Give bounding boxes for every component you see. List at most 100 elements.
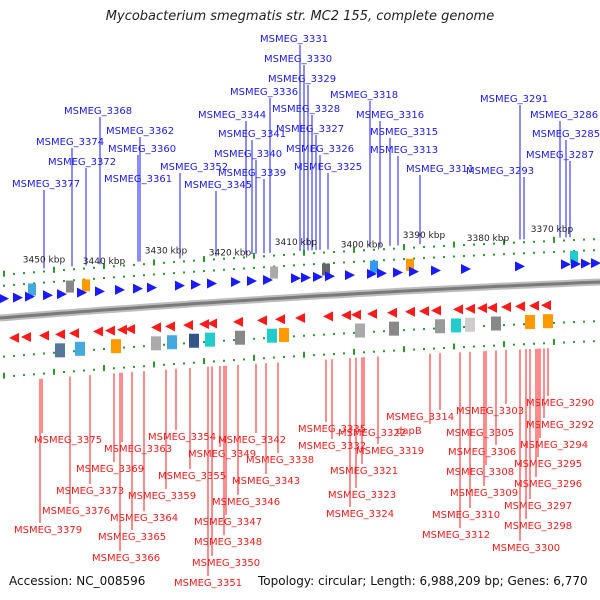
tick-mark: [33, 271, 35, 274]
tick-mark: [243, 267, 245, 270]
tick-mark: [33, 353, 35, 356]
reverse-gene-arrow: [419, 306, 429, 317]
tick-mark: [543, 240, 545, 243]
scale-label: 3390 kbp: [403, 231, 446, 241]
bottom-gene-label: MSMEG_3314: [386, 412, 454, 423]
bottom-gene-label: MSMEG_3343: [232, 476, 300, 487]
feature-box: [167, 335, 177, 350]
tick-mark: [523, 343, 525, 346]
tick-mark: [263, 357, 265, 360]
reverse-gene-arrow: [295, 313, 305, 323]
reverse-gene-arrow: [55, 329, 65, 340]
tick-mark: [333, 352, 335, 355]
tick-mark: [333, 250, 335, 253]
footer: Accession: NC_008596 Topology: circular;…: [0, 574, 600, 594]
tick-mark: [563, 341, 565, 344]
feature-box: [235, 330, 245, 345]
reverse-gene-arrow: [487, 302, 497, 313]
tick-mark: [313, 354, 315, 357]
reverse-gene-arrow: [257, 315, 267, 326]
tick-mark: [543, 342, 545, 345]
top-gene-label: MSMEG_3315: [370, 127, 438, 138]
tick-mark: [443, 245, 445, 248]
feature-box: [435, 319, 445, 334]
forward-gene-arrow: [43, 290, 53, 301]
tick-mark: [523, 323, 525, 326]
forward-gene-arrow: [461, 263, 471, 274]
forward-gene-arrow: [409, 266, 419, 277]
tick-mark: [203, 270, 205, 273]
tick-mark: [123, 366, 125, 369]
tick-mark: [383, 350, 385, 353]
tick-mark: [463, 326, 465, 329]
tick-mark: [243, 358, 245, 361]
tick-mark: [93, 277, 95, 280]
top-gene-label: MSMEG_3285: [532, 129, 600, 140]
tick-mark: [503, 324, 505, 327]
top-gene-label: MSMEG_3318: [330, 90, 398, 101]
tick-mark: [223, 359, 225, 362]
tick-mark: [13, 374, 15, 377]
tick-mark: [423, 246, 425, 249]
accession-text: Accession: NC_008596: [9, 574, 146, 588]
forward-gene-arrow: [263, 274, 273, 285]
tick-mark: [223, 268, 225, 271]
top-gene-label: MSMEG_3368: [64, 106, 132, 117]
tick-mark: [293, 335, 295, 338]
top-gene-label: MSMEG_3286: [530, 110, 598, 121]
tick-mark: [193, 361, 195, 364]
tick-mark: [373, 350, 375, 353]
top-gene-label: MSMEG_3326: [286, 144, 354, 155]
tick-mark: [493, 242, 495, 245]
bottom-gene-label: MSMEG_3346: [212, 497, 280, 508]
feature-box: [270, 266, 278, 279]
tick-mark: [493, 344, 495, 347]
top-gene-label: MSMEG_3345: [184, 180, 252, 191]
top-gene-label: MSMEG_3287: [526, 150, 594, 161]
tick-mark: [343, 352, 345, 355]
feature-box: [406, 258, 414, 271]
reverse-gene-arrow: [93, 326, 103, 337]
backbone-line: [0, 280, 600, 320]
tick-mark: [13, 283, 15, 286]
bottom-gene-label: MSMEG_3303: [456, 406, 524, 417]
bottom-gene-label: MSMEG_3294: [520, 440, 588, 451]
tick-mark: [73, 370, 75, 373]
tick-mark: [503, 239, 505, 246]
reverse-gene-arrow: [151, 322, 161, 333]
forward-gene-arrow: [377, 268, 387, 279]
bottom-gene-label: MSMEG_3364: [110, 513, 178, 524]
bottom-gene-label: MSMEG_3369: [76, 464, 144, 475]
tick-mark: [413, 328, 415, 331]
tick-mark: [393, 349, 395, 352]
tick-mark: [533, 342, 535, 345]
tick-mark: [453, 241, 455, 248]
tick-mark: [253, 354, 255, 361]
tick-mark: [233, 257, 235, 260]
tick-mark: [503, 253, 505, 256]
tick-mark: [43, 372, 45, 375]
tick-mark: [523, 252, 525, 255]
tick-mark: [383, 248, 385, 251]
tick-mark: [473, 243, 475, 246]
top-gene-label: MSMEG_3293: [466, 166, 534, 177]
tick-mark: [3, 284, 5, 287]
tick-mark: [403, 258, 405, 261]
tick-mark: [423, 257, 425, 260]
bottom-gene-label: MSMEG_3322: [338, 428, 406, 439]
tick-mark: [43, 281, 45, 284]
bottom-gene-label: MSMEG_3350: [192, 558, 260, 569]
forward-gene-arrow: [291, 273, 301, 284]
tick-mark: [133, 263, 135, 266]
tick-mark: [593, 340, 595, 343]
bottom-gene-label: MSMEG_3308: [446, 467, 514, 478]
tick-mark: [533, 251, 535, 254]
reverse-gene-arrow: [233, 316, 243, 327]
forward-gene-arrow: [301, 272, 311, 283]
tick-mark: [413, 257, 415, 260]
tick-mark: [333, 332, 335, 335]
tick-mark: [473, 254, 475, 257]
tick-mark: [363, 351, 365, 354]
tick-mark: [343, 250, 345, 253]
bottom-gene-label: MSMEG_3379: [14, 525, 82, 536]
